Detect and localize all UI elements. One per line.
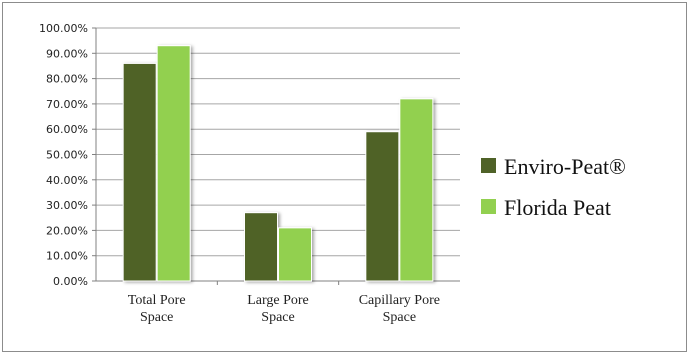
legend-label: Enviro-Peat® xyxy=(504,154,626,179)
y-tick-label: 60.00% xyxy=(46,123,88,136)
y-tick-label: 30.00% xyxy=(46,199,88,212)
bar-enviro-peat xyxy=(244,212,278,282)
y-tick-label: 90.00% xyxy=(46,47,88,60)
bar-florida-peat xyxy=(156,45,191,282)
x-category-label: Total Pore Space xyxy=(128,293,186,325)
y-tick-label: 10.00% xyxy=(46,250,88,263)
legend: Enviro-Peat® Florida Peat xyxy=(481,154,626,220)
x-category-label: Capillary Pore Space xyxy=(359,293,440,325)
y-tick-label: 70.00% xyxy=(46,98,88,111)
y-tick-label: 50.00% xyxy=(46,149,88,162)
y-tick-label: 40.00% xyxy=(46,174,88,187)
x-category-label: Large Pore Space xyxy=(247,293,309,325)
bar-florida-peat xyxy=(278,227,312,282)
bar-enviro-peat xyxy=(365,131,400,282)
y-tick-label: 100.00% xyxy=(39,22,88,35)
bar-florida-peat xyxy=(399,98,434,282)
y-tick-label: 80.00% xyxy=(46,73,88,86)
bar-enviro-peat xyxy=(122,62,157,282)
y-tick-label: 20.00% xyxy=(46,224,88,237)
bars xyxy=(122,45,434,282)
chart-frame xyxy=(2,2,687,352)
y-tick-label: 0.00% xyxy=(53,275,88,288)
axis-labels: 0.00% 10.00% 20.00% 30.00% 40.00% 50.00% 60.00… xyxy=(39,22,440,325)
legend-label: Florida Peat xyxy=(504,195,611,220)
legend-swatch xyxy=(481,158,496,173)
legend-swatch xyxy=(481,199,496,214)
